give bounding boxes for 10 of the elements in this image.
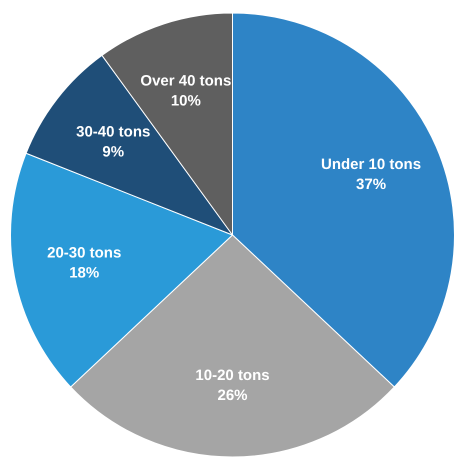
slice-label: 10-20 tons <box>195 367 270 384</box>
data-label: 10% <box>170 92 201 110</box>
slice-label: 30-40 tons <box>76 124 150 141</box>
slice-label: Under 10 tons <box>321 156 422 174</box>
data-label: 9% <box>102 144 124 161</box>
slice-label: 20-30 tons <box>47 244 122 262</box>
slice-label: Over 40 tons <box>140 72 232 90</box>
data-label: 37% <box>356 176 386 194</box>
data-label: 18% <box>69 264 100 282</box>
data-label: 26% <box>217 387 248 404</box>
